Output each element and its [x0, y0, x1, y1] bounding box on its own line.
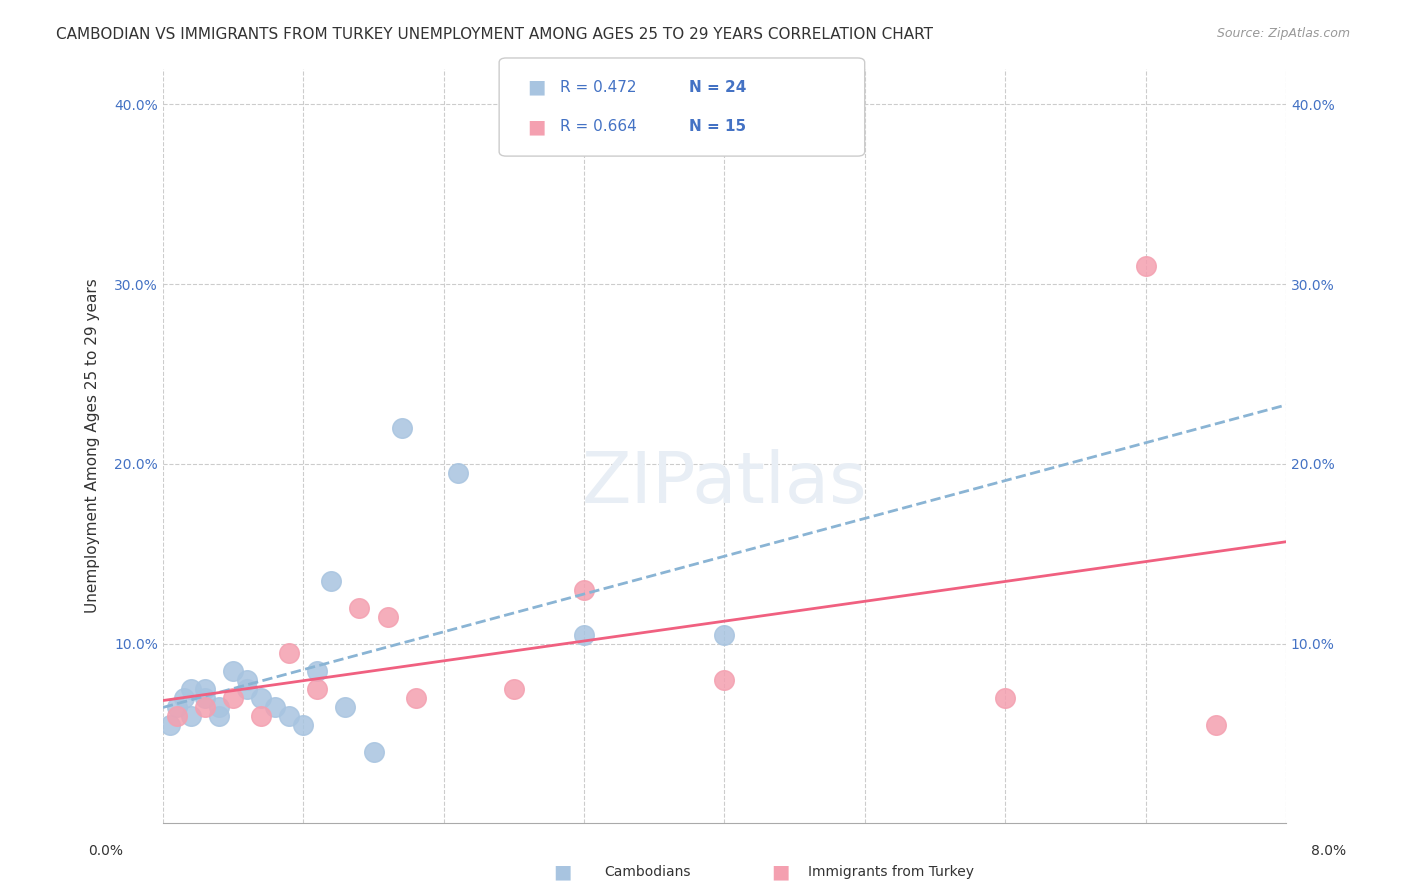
Text: N = 15: N = 15 — [689, 120, 747, 134]
Point — [222, 664, 245, 678]
Point — [173, 690, 195, 705]
Text: ZIPatlas: ZIPatlas — [582, 450, 868, 518]
Point — [405, 690, 427, 705]
Point — [713, 673, 735, 687]
Point — [363, 745, 385, 759]
Point — [194, 690, 217, 705]
Text: Cambodians: Cambodians — [605, 865, 692, 880]
Point — [278, 646, 301, 660]
Text: ■: ■ — [770, 863, 790, 882]
Point — [391, 421, 413, 435]
Point — [572, 582, 595, 597]
Point — [1135, 259, 1157, 273]
Text: 0.0%: 0.0% — [89, 844, 122, 857]
Point — [713, 628, 735, 642]
Point — [166, 708, 188, 723]
Point — [335, 699, 357, 714]
Text: CAMBODIAN VS IMMIGRANTS FROM TURKEY UNEMPLOYMENT AMONG AGES 25 TO 29 YEARS CORRE: CAMBODIAN VS IMMIGRANTS FROM TURKEY UNEM… — [56, 27, 934, 42]
Point — [447, 466, 470, 480]
Point — [208, 699, 231, 714]
Text: R = 0.472: R = 0.472 — [560, 80, 636, 95]
Point — [250, 690, 273, 705]
Point — [307, 681, 329, 696]
Point — [264, 699, 287, 714]
Point — [250, 708, 273, 723]
Point — [292, 717, 315, 731]
Point — [166, 699, 188, 714]
Text: Immigrants from Turkey: Immigrants from Turkey — [808, 865, 974, 880]
Text: ■: ■ — [527, 78, 546, 97]
Text: 8.0%: 8.0% — [1312, 844, 1346, 857]
Point — [349, 600, 371, 615]
Text: N = 24: N = 24 — [689, 80, 747, 95]
Point — [208, 708, 231, 723]
Y-axis label: Unemployment Among Ages 25 to 29 years: Unemployment Among Ages 25 to 29 years — [86, 278, 100, 614]
Point — [572, 628, 595, 642]
Point — [159, 717, 181, 731]
Text: R = 0.664: R = 0.664 — [560, 120, 637, 134]
Point — [236, 681, 259, 696]
Point — [180, 708, 202, 723]
Point — [377, 609, 399, 624]
Point — [194, 681, 217, 696]
Point — [994, 690, 1017, 705]
Point — [307, 664, 329, 678]
Point — [194, 699, 217, 714]
Point — [503, 681, 526, 696]
Text: ■: ■ — [527, 117, 546, 136]
Text: ■: ■ — [553, 863, 572, 882]
Point — [222, 690, 245, 705]
Point — [180, 681, 202, 696]
Text: Source: ZipAtlas.com: Source: ZipAtlas.com — [1216, 27, 1350, 40]
Point — [1205, 717, 1227, 731]
Point — [236, 673, 259, 687]
Point — [321, 574, 343, 588]
Point — [278, 708, 301, 723]
